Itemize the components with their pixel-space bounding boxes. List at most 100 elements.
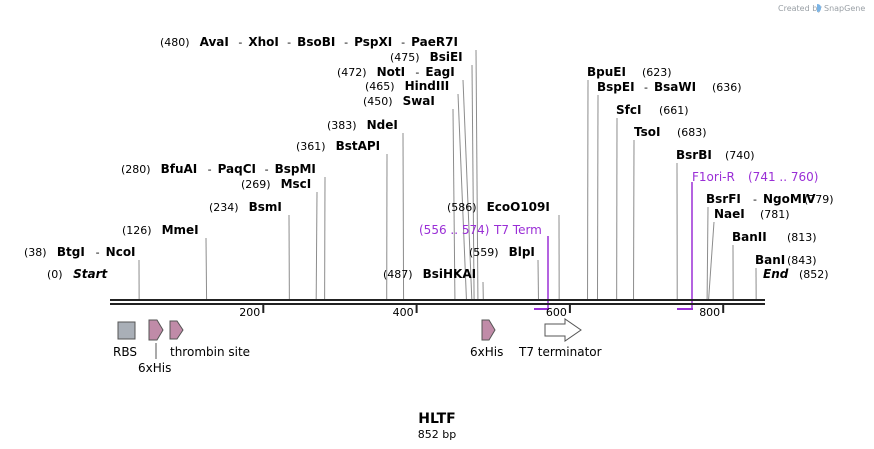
site-position-btgi: (38) bbox=[24, 246, 47, 259]
cut-line-avai bbox=[475, 49, 479, 300]
site-label-bsiei-0[interactable]: BsiEI bbox=[430, 50, 463, 64]
site-label-bpuei-0[interactable]: BpuEI bbox=[587, 65, 626, 79]
site-label-noti-1[interactable]: EagI bbox=[425, 65, 454, 79]
site-position-naei: (781) bbox=[760, 208, 790, 221]
site-position-swai: (450) bbox=[363, 95, 393, 108]
site-label-bfuai-1[interactable]: PaqCI bbox=[218, 162, 256, 176]
site-label-bfuai-2[interactable]: BspMI bbox=[275, 162, 316, 176]
site-label-swai-0[interactable]: SwaI bbox=[403, 94, 435, 108]
site-separator-avai: - bbox=[344, 36, 348, 49]
site-label-noti-0[interactable]: NotI bbox=[377, 65, 406, 79]
site-position-bpuei: (623) bbox=[642, 66, 672, 79]
site-position-mmei: (126) bbox=[122, 224, 152, 237]
site-label-sfci-0[interactable]: SfcI bbox=[616, 103, 641, 117]
site-label-avai-1[interactable]: XhoI bbox=[248, 35, 279, 49]
his-tag-2-arrow[interactable] bbox=[481, 319, 496, 341]
site-position-noti: (472) bbox=[337, 66, 367, 79]
site-label-avai-4[interactable]: PaeR7I bbox=[411, 35, 458, 49]
snapgene-brand: SnapGene bbox=[824, 4, 865, 13]
site-position-bsmi: (234) bbox=[209, 201, 239, 214]
cut-line-bspei bbox=[596, 94, 599, 300]
site-separator-avai: - bbox=[287, 36, 291, 49]
his-tag-1-arrow[interactable] bbox=[148, 319, 164, 341]
site-label-btgi-1[interactable]: NcoI bbox=[106, 245, 136, 259]
his-tag-1-label: 6xHis bbox=[138, 361, 171, 375]
site-label-hindiii-0[interactable]: HindIII bbox=[405, 79, 450, 93]
site-label-avai-3[interactable]: PspXI bbox=[354, 35, 392, 49]
t7-terminator-arrow[interactable] bbox=[544, 318, 582, 342]
backbone-top-strand bbox=[110, 299, 765, 301]
site-separator-bsrfi: - bbox=[753, 193, 757, 206]
his-tag-2-label: 6xHis bbox=[470, 345, 503, 359]
site-position-tsoi: (683) bbox=[677, 126, 707, 139]
site-label-avai-2[interactable]: BsoBI bbox=[297, 35, 335, 49]
site-separator-bfuai: - bbox=[265, 163, 269, 176]
site-label-bsihkai-0[interactable]: BsiHKAI bbox=[423, 267, 477, 281]
site-label-start-0[interactable]: Start bbox=[73, 267, 108, 281]
site-label-bsrfi-0[interactable]: BsrFI bbox=[706, 192, 741, 206]
site-separator-avai: - bbox=[238, 36, 242, 49]
site-label-bspei-0[interactable]: BspEI bbox=[597, 80, 635, 94]
cut-line-mmei bbox=[205, 237, 208, 300]
site-position-ndei: (383) bbox=[327, 119, 357, 132]
t7-term-primer-label[interactable]: T7 Term bbox=[493, 223, 542, 237]
site-label-banii-0[interactable]: BanII bbox=[732, 230, 767, 244]
site-position-bani: (843) bbox=[787, 254, 817, 267]
site-position-avai: (480) bbox=[160, 36, 190, 49]
credit-text: Created by bbox=[778, 4, 822, 13]
site-label-eco0109i-0[interactable]: EcoO109I bbox=[487, 200, 550, 214]
plasmid-title: HLTF bbox=[418, 411, 455, 427]
site-label-end-0[interactable]: End bbox=[763, 267, 789, 281]
site-label-tsoi-0[interactable]: TsoI bbox=[634, 125, 660, 139]
site-separator-noti: - bbox=[415, 66, 419, 79]
cut-line-naei bbox=[708, 221, 715, 300]
site-position-eco0109i: (586) bbox=[447, 201, 477, 214]
snapgene-logo-icon bbox=[817, 4, 821, 12]
site-position-banii: (813) bbox=[787, 231, 817, 244]
site-label-bstapi-0[interactable]: BstAPI bbox=[336, 139, 381, 153]
rbs-feature-box[interactable] bbox=[117, 321, 136, 340]
rbs-feature-label: RBS bbox=[113, 345, 137, 359]
site-position-bsrbi: (740) bbox=[725, 149, 755, 162]
thrombin-site-label: thrombin site bbox=[170, 345, 250, 359]
site-label-bspei-1[interactable]: BsaWI bbox=[654, 80, 696, 94]
site-position-bsihkai: (487) bbox=[383, 268, 413, 281]
backbone-bottom-strand bbox=[110, 303, 765, 305]
site-position-hindiii: (465) bbox=[365, 80, 395, 93]
site-label-avai-0[interactable]: AvaI bbox=[200, 35, 229, 49]
site-position-blpi: (559) bbox=[469, 246, 499, 259]
site-position-end: (852) bbox=[799, 268, 829, 281]
thrombin-site-arrow[interactable] bbox=[169, 320, 184, 340]
site-label-bsrbi-0[interactable]: BsrBI bbox=[676, 148, 712, 162]
cut-line-bsrfi bbox=[706, 206, 709, 300]
site-label-msci-0[interactable]: MscI bbox=[281, 177, 312, 191]
f1ori-r-primer-range: (741 .. 760) bbox=[748, 170, 818, 184]
site-position-bsrfi: (779) bbox=[804, 193, 834, 206]
site-label-btgi-0[interactable]: BtgI bbox=[57, 245, 85, 259]
site-label-bani-0[interactable]: BanI bbox=[755, 253, 785, 267]
site-position-bstapi: (361) bbox=[296, 140, 326, 153]
ruler-label-800: 800 bbox=[699, 306, 720, 319]
ruler-label-600: 600 bbox=[546, 306, 567, 319]
cut-line-bsiei bbox=[471, 64, 475, 300]
f1ori-r-primer-label[interactable]: F1ori-R bbox=[692, 170, 735, 184]
cut-line-ndei bbox=[402, 132, 405, 300]
site-label-bsmi-0[interactable]: BsmI bbox=[249, 200, 282, 214]
ruler-label-200: 200 bbox=[239, 306, 260, 319]
cut-line-swai bbox=[452, 108, 456, 300]
site-separator-bfuai: - bbox=[208, 163, 212, 176]
site-label-mmei-0[interactable]: MmeI bbox=[162, 223, 199, 237]
site-label-blpi-0[interactable]: BlpI bbox=[509, 245, 535, 259]
cut-line-msci bbox=[315, 191, 318, 300]
site-label-ndei-0[interactable]: NdeI bbox=[367, 118, 398, 132]
t7-terminator-label: T7 terminator bbox=[518, 345, 602, 359]
site-label-bsrfi-1[interactable]: NgoMIV bbox=[763, 192, 816, 206]
plasmid-length: 852 bp bbox=[418, 428, 456, 441]
site-label-naei-0[interactable]: NaeI bbox=[714, 207, 745, 221]
cut-line-hindiii bbox=[457, 93, 467, 300]
cut-line-noti bbox=[462, 79, 473, 300]
site-label-bfuai-0[interactable]: BfuAI bbox=[161, 162, 198, 176]
t7-term-primer-range: (556 .. 574) bbox=[419, 223, 489, 237]
site-position-sfci: (661) bbox=[659, 104, 689, 117]
